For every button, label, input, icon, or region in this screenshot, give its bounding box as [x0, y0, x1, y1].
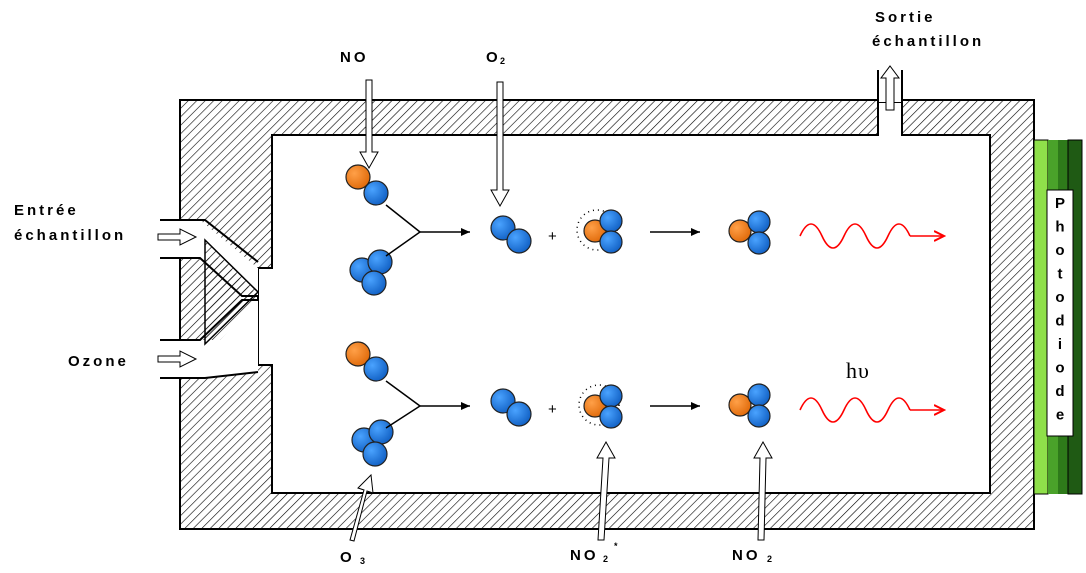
photodiode-letter: d: [1055, 313, 1064, 330]
sample-inlet-arrow: [157, 228, 198, 246]
ozone-molecule: [349, 249, 393, 296]
no2-star-label: NO 2 *: [570, 541, 618, 564]
svg-text:O: O: [340, 549, 355, 566]
no-feed-arrow: [359, 79, 379, 170]
photodiode-letter: o: [1055, 242, 1064, 259]
o2-label: O 2: [486, 49, 505, 66]
feed-arrows: [157, 65, 900, 542]
o2-molecule: [490, 215, 532, 254]
no-molecule: [345, 341, 389, 382]
photodiode-letter: h: [1055, 219, 1064, 236]
o3-label: O 3: [340, 549, 365, 566]
reaction-row-bottom: + hυ: [345, 341, 944, 467]
inlet-wedge: [204, 238, 260, 346]
svg-text:2: 2: [767, 554, 772, 564]
no2-label: NO 2: [732, 547, 772, 564]
plus-sign: +: [548, 228, 557, 245]
photodiode-letter: e: [1056, 407, 1064, 424]
ozone-inlet-arrow: [157, 350, 198, 368]
no2-star-pointer-arrow: [596, 440, 616, 541]
svg-text:3: 3: [360, 556, 365, 566]
o2-molecule: [490, 388, 532, 427]
no2-excited-molecule: [576, 209, 623, 254]
photon-label: hυ: [846, 358, 870, 383]
svg-text:2: 2: [603, 554, 608, 564]
svg-text:O: O: [486, 49, 501, 66]
no-molecule: [345, 164, 389, 206]
emission-wave: [799, 397, 911, 423]
o3-pointer-arrow: [349, 473, 374, 542]
sample-inlet-label-line2: échantillon: [14, 227, 126, 244]
photodiode-letter: t: [1058, 266, 1063, 283]
svg-text:NO: NO: [732, 547, 761, 564]
photodiode-letter: i: [1058, 336, 1062, 353]
no-label: NO: [340, 49, 369, 66]
emission-wave: [799, 223, 911, 249]
no2-pointer-arrow: [753, 440, 773, 541]
ozone-molecule: [351, 419, 394, 467]
photodiode-letter: P: [1055, 195, 1065, 212]
ozone-inlet-label: Ozone: [68, 353, 129, 370]
reaction-row-top: +: [345, 164, 944, 296]
sample-outlet-label-line1: Sortie: [875, 9, 936, 26]
photodiode-letter: d: [1055, 383, 1064, 400]
no2-molecule: [728, 210, 771, 255]
sample-outlet-arrow: [880, 65, 900, 111]
sample-outlet-label-line2: échantillon: [872, 33, 984, 50]
photodiode-letter: o: [1055, 289, 1064, 306]
plus-sign: +: [548, 401, 557, 418]
photodiode-detector: [1033, 139, 1083, 495]
sample-inlet-label-line1: Entrée: [14, 202, 79, 219]
no2-excited-molecule: [578, 384, 623, 429]
svg-text:2: 2: [500, 56, 505, 66]
svg-text:NO: NO: [570, 547, 599, 564]
no2-molecule: [728, 383, 771, 428]
o2-feed-arrow: [490, 81, 510, 208]
svg-text:*: *: [614, 541, 618, 551]
photodiode-letter: o: [1055, 360, 1064, 377]
